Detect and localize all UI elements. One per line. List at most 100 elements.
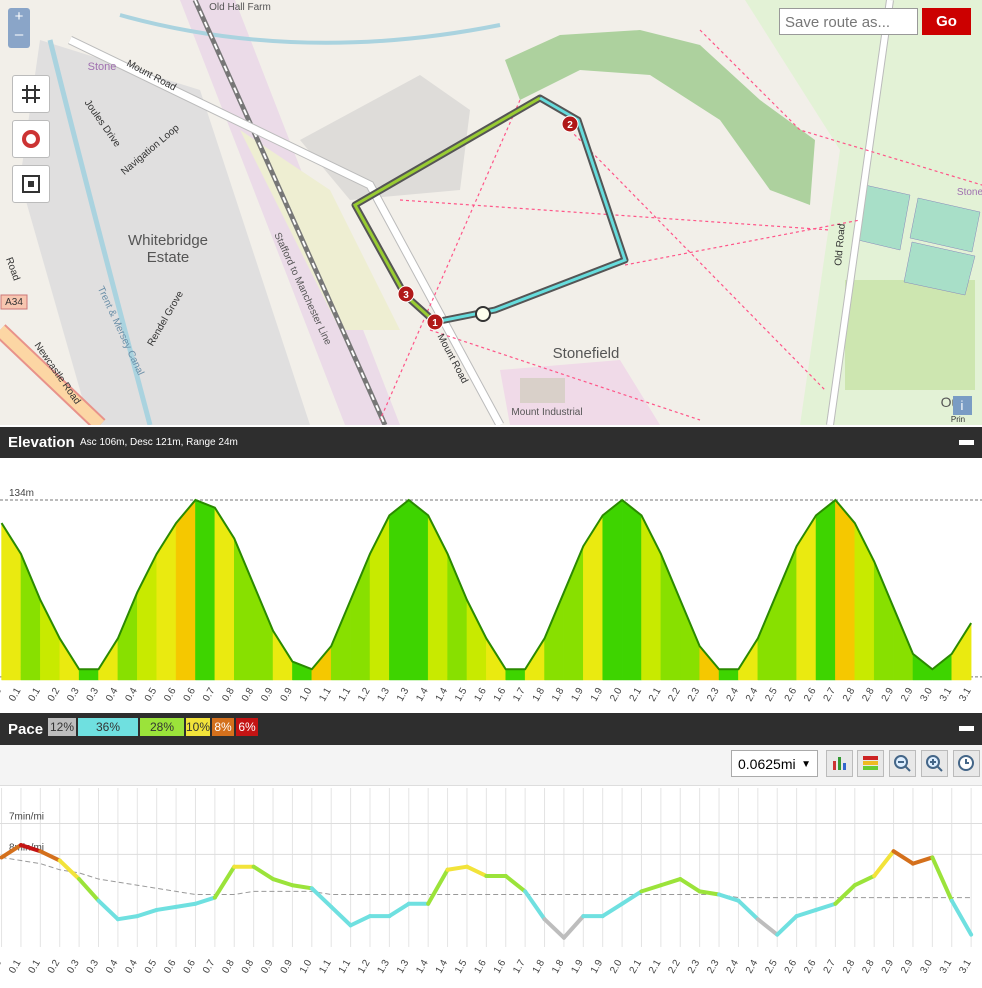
map-label: Stone [957,187,982,198]
building [520,378,565,403]
pace-segment [910,855,935,866]
x-tick-label: 2.3 [705,686,722,704]
map-label: Whitebridge [128,232,208,249]
zoom-out[interactable]: – [14,26,24,43]
x-tick-label: 0.9 [279,958,296,976]
waypoint-label: 1 [432,318,438,329]
pace-segment [561,914,586,940]
elevation-slice [951,622,972,681]
route-segment [352,96,541,324]
waypoint-marker [397,285,415,303]
x-tick-label: 1.8 [550,686,567,704]
x-tick-label: 0.9 [259,958,276,976]
x-tick-label: 1.0 [298,686,315,704]
pace-segment [872,849,896,878]
x-tick-label: 2.6 [783,958,800,976]
elevation-slice [505,668,526,681]
zoom-in-icon [926,755,943,772]
elevation-slice [699,645,720,681]
go-button[interactable]: Go [922,8,971,35]
x-tick-label: 0.4 [104,686,121,704]
position-marker[interactable] [475,306,491,322]
time-button[interactable] [953,750,980,777]
pace-segment [387,901,411,919]
x-tick-label: 2.3 [686,958,703,976]
x-tick-label: 1.9 [569,686,586,704]
pace-segment [38,849,62,863]
x-tick-label: 3.1 [938,686,955,704]
x-tick-label: 0.2 [46,686,63,704]
legend-entry: 12% [48,718,76,736]
x-tick-label: 0.0 [0,686,4,704]
zoom-in[interactable]: + [14,8,24,25]
pace-segment [329,904,353,928]
map-label: Stonefield [553,345,620,362]
x-tick-label: 1.0 [298,958,315,976]
elevation-title: Elevation [8,434,75,451]
grid-button[interactable] [12,75,50,113]
collapse-button[interactable] [959,440,974,445]
chart-icon [833,757,846,770]
x-tick-label: 2.1 [647,686,664,704]
fit-button[interactable] [12,165,50,203]
x-tick-label: 0.7 [201,686,218,704]
waypoint-marker [561,115,579,133]
collapse-button[interactable] [959,726,974,731]
pace-segment [736,898,760,922]
x-tick-label: 2.7 [822,686,839,704]
save-route-input[interactable]: Save route as... [779,8,918,35]
x-tick-label: 2.8 [860,958,877,976]
residential [20,40,310,425]
x-tick-label: 1.7 [511,686,528,704]
x-tick-label: 2.0 [608,958,625,976]
x-tick-label: 1.6 [492,686,509,704]
elevation-slice [641,515,662,681]
pace-header: Pace 12% 36% 28% 10% 8% 6% [0,713,982,745]
elevation-slice [621,499,642,681]
pace-segment [426,867,450,906]
x-tick-label: 1.9 [589,958,606,976]
zoom-out-button[interactable] [889,750,916,777]
pace-segment [542,917,566,940]
canal [47,39,153,425]
pace-segment [794,907,819,919]
elevation-line [0,498,972,671]
main-road [0,325,105,425]
x-tick-label: 1.3 [376,686,393,704]
x-tick-label: 0.6 [182,686,199,704]
color-icon [863,756,878,770]
x-tick-label: 1.1 [337,686,354,704]
elevation-slice [40,599,60,681]
map-markers: 1 2 3 [397,115,579,331]
x-tick-label: 0.3 [85,958,102,976]
pace-segment [212,864,237,900]
elevation-slice [350,553,371,681]
interval-select[interactable]: 0.0625mi ▼ [731,750,818,777]
x-tick-label: 1.9 [589,686,606,704]
elevation-slice [117,592,138,681]
lifebuoy-button[interactable] [12,120,50,158]
zoom-in-button[interactable] [921,750,948,777]
woodland [505,30,815,205]
x-tick-label: 1.8 [531,958,548,976]
x-tick-label: 0.5 [143,958,160,976]
pace-segment [464,864,489,878]
elevation-slice [815,499,836,681]
x-tick-label: 3.1 [957,686,974,704]
railway [194,0,386,425]
pitch [909,197,981,253]
x-tick-label: 0.4 [123,958,140,976]
x-tick-label: 1.2 [356,958,373,976]
x-tick-label: 1.7 [511,958,528,976]
x-tick-label: 1.1 [317,958,334,976]
color-button[interactable] [857,750,884,777]
elevation-slice [563,546,584,681]
info-button[interactable] [953,396,972,415]
x-tick-label: 0.2 [46,958,63,976]
chart-button[interactable] [826,750,853,777]
x-tick-label: 0.0 [0,958,4,976]
waypoint-label: 3 [403,290,409,301]
x-tick-label: 0.6 [162,686,179,704]
x-tick-label: 2.4 [725,958,742,976]
